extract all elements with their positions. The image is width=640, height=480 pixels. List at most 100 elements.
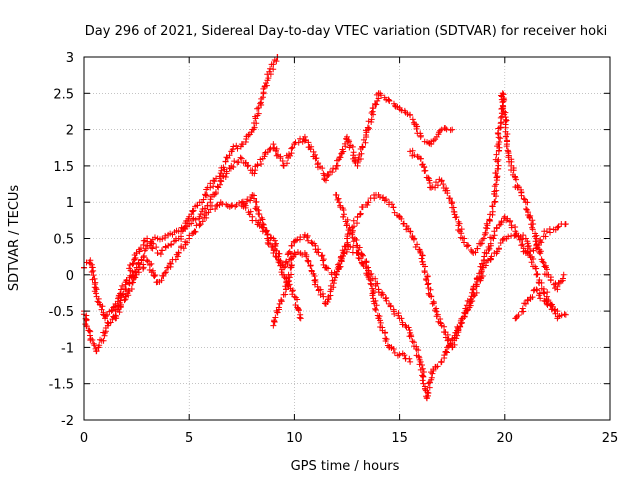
data-point: [285, 250, 292, 257]
data-point: [140, 254, 147, 261]
data-point: [349, 143, 356, 150]
data-point: [460, 239, 467, 246]
data-point: [503, 143, 510, 150]
data-point: [511, 232, 518, 239]
data-point: [329, 169, 336, 176]
data-point: [368, 281, 375, 288]
data-point: [207, 180, 214, 187]
data-point: [419, 365, 426, 372]
data-point: [132, 274, 139, 281]
data-point: [327, 288, 334, 295]
data-point: [434, 363, 441, 370]
data-point: [275, 253, 282, 260]
data-point: [479, 272, 486, 279]
data-point: [540, 259, 547, 266]
series-4: [238, 191, 569, 351]
data-point: [381, 330, 388, 337]
data-point: [494, 158, 501, 165]
data-point: [344, 133, 350, 140]
data-point: [523, 205, 530, 212]
data-point: [234, 145, 241, 152]
data-point: [301, 137, 308, 144]
data-point: [213, 202, 220, 209]
data-point: [369, 292, 376, 299]
data-point: [368, 109, 375, 116]
data-point: [152, 271, 159, 278]
data-point: [409, 116, 416, 123]
data-points: [80, 53, 569, 402]
data-point: [359, 251, 366, 258]
data-point: [319, 165, 326, 172]
data-point: [419, 161, 426, 168]
data-point: [533, 286, 540, 293]
data-point: [532, 238, 539, 245]
data-point: [383, 297, 390, 304]
data-point: [288, 271, 295, 278]
data-point: [93, 290, 100, 297]
data-point: [414, 241, 421, 248]
data-point: [312, 279, 319, 286]
data-point: [522, 235, 529, 242]
data-point: [513, 315, 520, 322]
data-point: [344, 139, 351, 146]
data-point: [247, 208, 254, 215]
data-point: [270, 250, 277, 257]
data-point: [305, 258, 312, 265]
data-point: [161, 270, 168, 277]
data-point: [285, 151, 292, 158]
data-point: [151, 234, 158, 241]
data-point: [433, 313, 440, 320]
data-point: [197, 211, 204, 218]
data-point: [481, 253, 488, 260]
data-point: [140, 261, 147, 268]
data-point: [238, 155, 245, 162]
data-point: [226, 152, 233, 159]
data-point: [196, 213, 203, 220]
data-point: [270, 322, 277, 329]
data-point: [255, 104, 262, 111]
data-point: [237, 154, 244, 161]
data-point: [505, 152, 512, 159]
y-tick-label: 1: [66, 196, 74, 211]
data-point: [255, 210, 262, 217]
data-point: [533, 235, 540, 242]
data-point: [102, 313, 109, 320]
data-point: [479, 237, 486, 244]
data-point: [344, 242, 350, 249]
data-point: [228, 202, 235, 209]
data-point: [547, 276, 554, 283]
data-point: [223, 201, 230, 208]
data-point: [149, 245, 156, 252]
data-point: [493, 181, 500, 188]
data-point: [453, 214, 460, 221]
data-point: [88, 268, 95, 275]
data-point: [366, 125, 373, 132]
data-point: [510, 167, 517, 174]
data-point: [282, 283, 289, 290]
data-point: [505, 233, 512, 240]
data-point: [130, 260, 137, 267]
data-point: [337, 263, 344, 270]
data-point: [365, 267, 372, 274]
data-point: [458, 315, 465, 322]
data-point: [337, 202, 344, 209]
data-point: [495, 156, 502, 163]
data-point: [129, 279, 136, 286]
data-point: [434, 182, 441, 189]
data-point: [338, 258, 345, 265]
series-7: [407, 90, 567, 293]
data-point: [113, 313, 120, 320]
data-point: [425, 390, 432, 397]
data-point: [297, 315, 304, 322]
data-point: [259, 94, 266, 101]
data-point: [236, 200, 243, 207]
data-point: [285, 277, 292, 284]
data-point: [307, 146, 314, 153]
data-point: [288, 145, 295, 152]
data-point: [399, 321, 406, 328]
data-point: [367, 271, 374, 278]
data-point: [340, 213, 347, 220]
data-point: [451, 334, 458, 341]
data-point: [267, 240, 274, 247]
